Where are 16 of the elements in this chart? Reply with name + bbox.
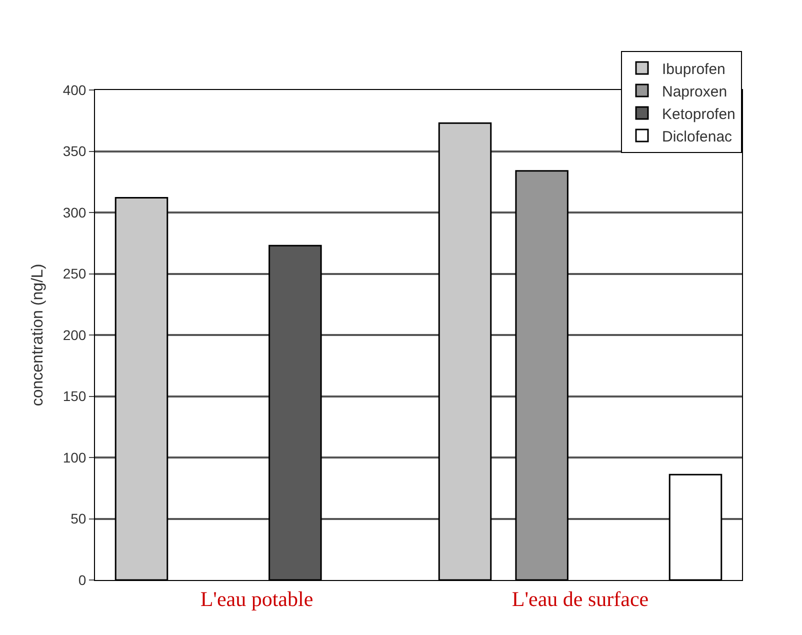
legend-label: Diclofenac (662, 128, 733, 146)
y-tick-label: 300 (62, 204, 86, 220)
legend-label: Ketoprofen (662, 106, 736, 123)
y-tick-label: 250 (62, 266, 86, 282)
y-tick-label: 350 (62, 143, 86, 160)
y-tick-label: 50 (70, 510, 86, 527)
y-axis-title: concentration (ng/L) (30, 264, 47, 406)
x-tick-label: L'eau potable (200, 587, 314, 612)
y-tick-label: 100 (62, 449, 86, 466)
legend-label: Ibuprofen (662, 60, 726, 78)
y-tick-label: 0 (78, 572, 86, 588)
y-tick-label: 400 (62, 82, 86, 98)
legend-label: Naproxen (662, 83, 728, 100)
y-tick-label: 150 (62, 388, 86, 404)
y-tick-label: 200 (62, 326, 86, 343)
x-tick-label: L'eau de surface (512, 587, 649, 612)
